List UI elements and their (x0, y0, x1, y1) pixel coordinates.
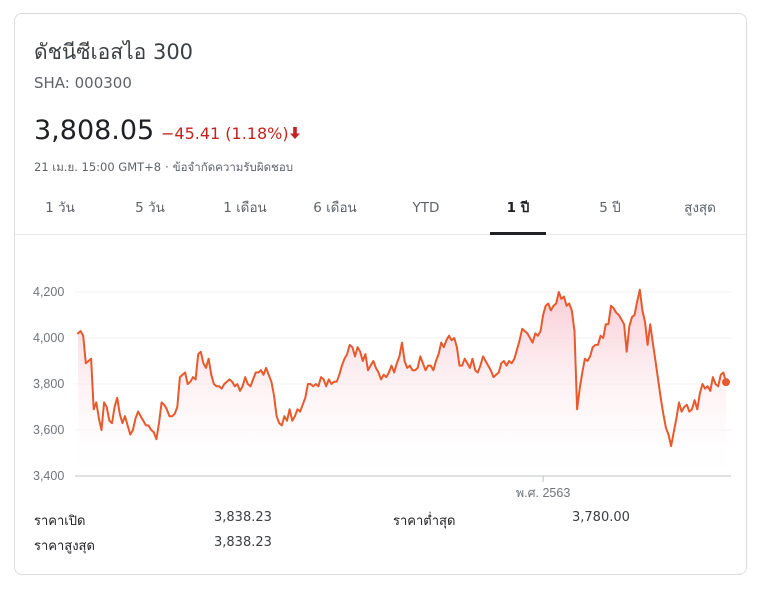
tab-label: 5 ปี (599, 200, 621, 216)
index-title: ดัชนีซีเอสไอ 300 (34, 40, 194, 64)
high-label: ราคาสูงสุด (34, 539, 95, 554)
x-tick-label: พ.ศ. 2563 (516, 486, 570, 500)
y-tick-label: 3,800 (33, 377, 64, 391)
tab-label: YTD (412, 200, 440, 216)
tab-label: สูงสุด (684, 200, 716, 216)
tab-1-year[interactable]: 1 ปี (490, 194, 546, 235)
quote-timestamp: 21 เม.ย. 15:00 GMT+8 (34, 160, 162, 174)
tab-5-years[interactable]: 5 ปี (577, 194, 643, 234)
tab-label: 5 วัน (135, 200, 165, 216)
open-label: ราคาเปิด (34, 514, 86, 529)
y-tick-label: 4,200 (33, 285, 64, 299)
area-fill (78, 289, 726, 476)
disclaimer-link[interactable]: ข้อจำกัดความรับผิดชอบ (172, 160, 294, 174)
tab-label: 1 เดือน (223, 200, 267, 216)
price-change: −45.41 (1.18%) (161, 124, 289, 143)
tab-5-days[interactable]: 5 วัน (117, 194, 183, 234)
tab-label: 1 วัน (45, 200, 75, 216)
high-value: 3,838.23 (214, 535, 272, 550)
quote-meta: 21 เม.ย. 15:00 GMT+8 · ข้อจำกัดความรับผิดช… (34, 159, 293, 177)
stock-card: ดัชนีซีเอสไอ 300 SHA: 000300 3,808.05 −4… (14, 13, 747, 575)
meta-separator: · (165, 160, 169, 174)
tab-label: 6 เดือน (313, 200, 357, 216)
low-label: ราคาต่ำสุด (393, 514, 456, 529)
tab-1-month[interactable]: 1 เดือน (209, 194, 281, 234)
tab-underline (490, 232, 546, 235)
y-tick-label: 3,400 (33, 469, 64, 483)
tab-6-months[interactable]: 6 เดือน (299, 194, 371, 234)
tab-max[interactable]: สูงสุด (667, 194, 733, 234)
low-value: 3,780.00 (572, 510, 630, 525)
tab-1-day[interactable]: 1 วัน (27, 194, 93, 234)
tab-ytd[interactable]: YTD (393, 194, 459, 234)
y-tick-label: 3,600 (33, 423, 64, 437)
tab-label: 1 ปี (506, 200, 530, 216)
series-line (77, 288, 727, 448)
range-tabs: 1 วัน 5 วัน 1 เดือน 6 เดือน YTD 1 ปี 5 ป… (15, 194, 746, 235)
ticker-symbol: SHA: 000300 (34, 74, 132, 92)
current-price: 3,808.05 (34, 115, 155, 146)
open-value: 3,838.23 (214, 510, 272, 525)
price-chart[interactable]: 4,200 4,000 3,800 3,600 3,400 พ.ศ. 2563 (15, 244, 746, 506)
last-price-dot (722, 378, 730, 387)
y-tick-label: 4,000 (33, 331, 64, 345)
arrow-down-icon (290, 127, 300, 139)
